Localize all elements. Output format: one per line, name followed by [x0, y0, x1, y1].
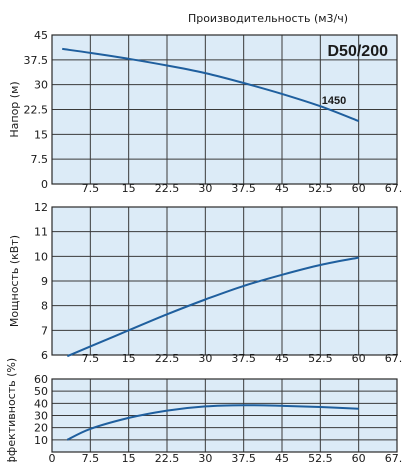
power-y-tick-label: 10	[34, 250, 48, 263]
head-x-tick-label: 22.5	[155, 182, 180, 195]
power-x-tick-label: 37.5	[231, 352, 256, 365]
speed-label: 1450	[322, 95, 346, 107]
head-x-tick-label: 60	[352, 182, 366, 195]
efficiency-y-tick-label: 30	[34, 410, 48, 423]
head-y-tick-label: 37.5	[24, 54, 49, 67]
efficiency-y-tick-label: 60	[34, 373, 48, 386]
efficiency-x-tick-label: 30	[198, 452, 212, 462]
power-x-tick-label: 7.5	[82, 352, 100, 365]
power-x-tick-label: 67.5	[385, 352, 403, 365]
head-x-tick-label: 52.5	[308, 182, 333, 195]
efficiency-curve	[66, 404, 359, 441]
power-y-tick-label: 7	[41, 324, 48, 337]
efficiency-x-tick-label: 45	[275, 452, 289, 462]
efficiency-y-tick-label: 20	[34, 422, 48, 435]
efficiency-x-tick-label: 7.5	[82, 452, 100, 462]
head-x-tick-label: 67.5	[385, 182, 403, 195]
efficiency-x-tick-label: 0	[49, 452, 56, 462]
model-label: D50/200	[328, 43, 389, 60]
head-y-tick-label: 15	[34, 128, 48, 141]
power-x-tick-label: 22.5	[155, 352, 180, 365]
efficiency-x-tick-label: 15	[122, 452, 136, 462]
power-y-tick-label: 6	[41, 349, 48, 362]
power-y-tick-label: 8	[41, 300, 48, 313]
power-y-axis-title: Мощность (кВт)	[8, 235, 21, 327]
efficiency-x-tick-label: 52.5	[308, 452, 333, 462]
efficiency-x-tick-label: 60	[352, 452, 366, 462]
head-y-tick-label: 22.5	[24, 104, 49, 117]
power-x-tick-label: 60	[352, 352, 366, 365]
head-curve	[62, 47, 360, 123]
power-x-tick-label: 52.5	[308, 352, 333, 365]
power-x-tick-label: 45	[275, 352, 289, 365]
efficiency-x-tick-label: 22.5	[155, 452, 180, 462]
power-y-tick-label: 9	[41, 275, 48, 288]
efficiency-y-axis-title: Эффективность (%)	[5, 358, 18, 462]
head-x-tick-label: 45	[275, 182, 289, 195]
head-x-tick-label: 30	[198, 182, 212, 195]
power-curve	[66, 256, 359, 358]
efficiency-y-tick-label: 40	[34, 397, 48, 410]
head-x-tick-label: 15	[122, 182, 136, 195]
head-y-tick-label: 7.5	[31, 153, 49, 166]
power-y-tick-label: 11	[34, 226, 48, 239]
efficiency-plot-frame	[51, 378, 398, 453]
power-plot-frame	[51, 206, 398, 356]
head-y-axis-title: Напор (м)	[8, 81, 21, 137]
efficiency-x-tick-label: 67.5	[385, 452, 403, 462]
power-x-tick-label: 30	[198, 352, 212, 365]
x-axis-title: Производительность (м3/ч)	[188, 12, 348, 25]
efficiency-y-tick-label: 10	[34, 434, 48, 447]
head-plot-frame	[51, 34, 398, 185]
power-x-tick-label: 15	[122, 352, 136, 365]
efficiency-y-tick-label: 50	[34, 385, 48, 398]
efficiency-x-tick-label: 37.5	[231, 452, 256, 462]
head-y-tick-label: 0	[41, 178, 48, 191]
head-x-tick-label: 37.5	[231, 182, 256, 195]
head-y-tick-label: 30	[34, 79, 48, 92]
head-y-tick-label: 45	[34, 29, 48, 42]
head-x-tick-label: 7.5	[82, 182, 100, 195]
power-y-tick-label: 12	[34, 201, 48, 214]
